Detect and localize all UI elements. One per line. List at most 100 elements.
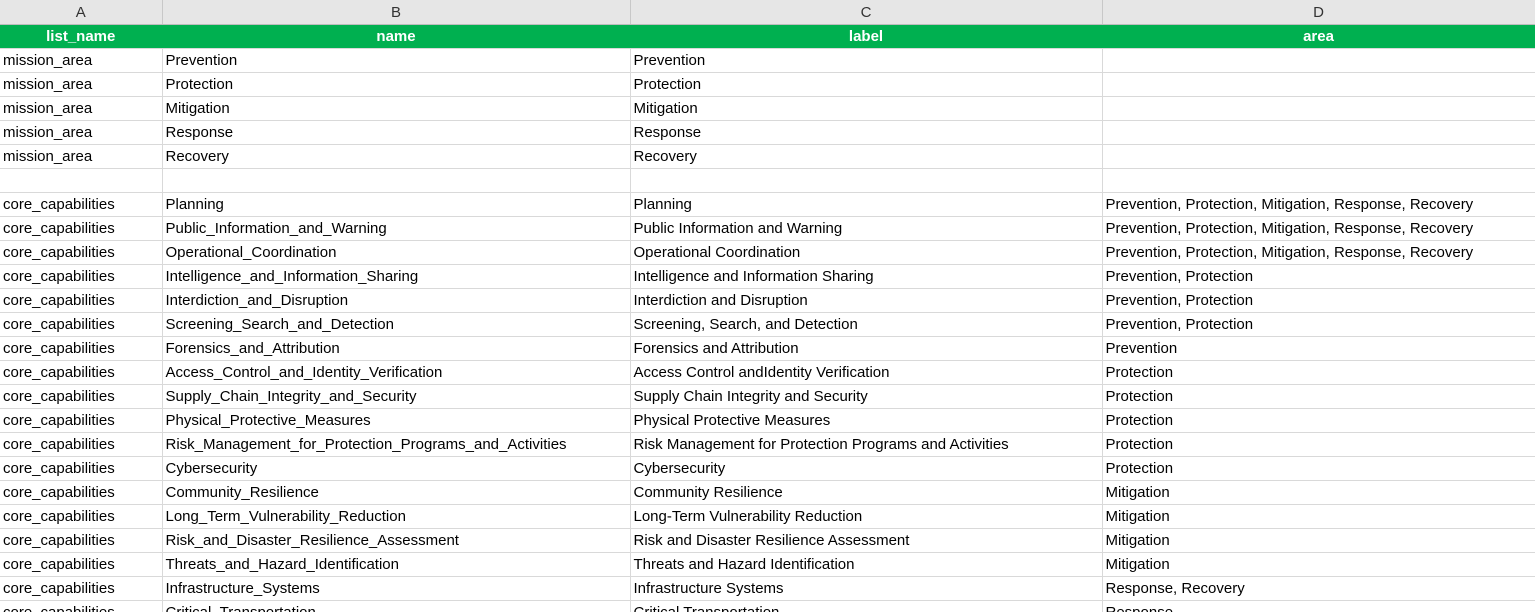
- cell: Interdiction and Disruption: [630, 288, 1103, 313]
- cell: Supply Chain Integrity and Security: [630, 384, 1103, 409]
- cell: core_capabilities: [0, 192, 163, 217]
- column-letter[interactable]: D: [1102, 0, 1535, 25]
- cell: Public_Information_and_Warning: [162, 216, 631, 241]
- cell: Risk and Disaster Resilience Assessment: [630, 528, 1103, 553]
- empty-cell: [1102, 72, 1535, 97]
- cell: mission_area: [0, 48, 163, 73]
- cell: Screening, Search, and Detection: [630, 312, 1103, 337]
- cell: Prevention, Protection: [1102, 312, 1535, 337]
- cell: Protection: [162, 72, 631, 97]
- cell: core_capabilities: [0, 456, 163, 481]
- blank-row: [0, 168, 1535, 193]
- cell: Operational Coordination: [630, 240, 1103, 265]
- cell: Long_Term_Vulnerability_Reduction: [162, 504, 631, 529]
- empty-cell: [1102, 96, 1535, 121]
- cell: Forensics_and_Attribution: [162, 336, 631, 361]
- cell: core_capabilities: [0, 552, 163, 577]
- data-row: core_capabilities Access_Control_and_Iden…: [0, 360, 1535, 385]
- data-row: core_capabilities Threats_and_Hazard_Iden…: [0, 552, 1535, 577]
- cell: Prevention, Protection: [1102, 288, 1535, 313]
- cell: core_capabilities: [0, 360, 163, 385]
- cell: Critical Transportation: [630, 600, 1103, 612]
- data-row: core_capabilities Supply_Chain_Integrity_…: [0, 384, 1535, 409]
- cell: Planning: [162, 192, 631, 217]
- cell: Protection: [1102, 432, 1535, 457]
- cell: Operational_Coordination: [162, 240, 631, 265]
- header-cell: name: [162, 24, 631, 49]
- empty-cell: [162, 168, 631, 193]
- data-row: core_capabilities Risk_Management_for_Pro…: [0, 432, 1535, 457]
- cell: core_capabilities: [0, 264, 163, 289]
- cell: core_capabilities: [0, 432, 163, 457]
- cell: Prevention, Protection: [1102, 264, 1535, 289]
- cell: Response: [630, 120, 1103, 145]
- data-row: mission_area Prevention Prevention: [0, 48, 1535, 73]
- data-row: mission_area Mitigation Mitigation: [0, 96, 1535, 121]
- cell: Mitigation: [162, 96, 631, 121]
- cell: Response: [1102, 600, 1535, 612]
- column-letter[interactable]: B: [162, 0, 631, 25]
- cell: core_capabilities: [0, 576, 163, 601]
- data-row: core_capabilities Intelligence_and_Inform…: [0, 264, 1535, 289]
- empty-cell: [0, 168, 163, 193]
- cell: core_capabilities: [0, 504, 163, 529]
- data-row: core_capabilities Risk_and_Disaster_Resil…: [0, 528, 1535, 553]
- cell: Protection: [1102, 360, 1535, 385]
- cell: Access_Control_and_Identity_Verification: [162, 360, 631, 385]
- cell: Community_Resilience: [162, 480, 631, 505]
- header-cell: label: [630, 24, 1103, 49]
- cell: Critical_Transportation: [162, 600, 631, 612]
- data-row: core_capabilities Cybersecurity Cybersecur…: [0, 456, 1535, 481]
- cell: Prevention: [162, 48, 631, 73]
- cell: Recovery: [630, 144, 1103, 169]
- data-row: core_capabilitiesCritical_Transportation…: [0, 600, 1535, 612]
- data-row: mission_area Protection Protection: [0, 72, 1535, 97]
- cell: mission_area: [0, 96, 163, 121]
- cell: Protection: [1102, 384, 1535, 409]
- data-row: core_capabilities Public_Information_and_…: [0, 216, 1535, 241]
- cell: Risk Management for Protection Programs …: [630, 432, 1103, 457]
- cell: Protection: [1102, 456, 1535, 481]
- cell: Community Resilience: [630, 480, 1103, 505]
- cell: Mitigation: [1102, 528, 1535, 553]
- cell: Risk_Management_for_Protection_Programs_…: [162, 432, 631, 457]
- data-row: core_capabilities Long_Term_Vulnerability…: [0, 504, 1535, 529]
- column-letter[interactable]: C: [630, 0, 1103, 25]
- cell: Response, Recovery: [1102, 576, 1535, 601]
- cell: Access Control andIdentity Verification: [630, 360, 1103, 385]
- data-row: core_capabilities Operational_Coordinatio…: [0, 240, 1535, 265]
- data-row: core_capabilities Interdiction_and_Disrup…: [0, 288, 1535, 313]
- header-cell: list_name: [0, 24, 163, 49]
- header-row: list_name name label area: [0, 24, 1535, 49]
- data-row: core_capabilities Infrastructure_Systems I…: [0, 576, 1535, 601]
- cell: core_capabilities: [0, 288, 163, 313]
- cell: Interdiction_and_Disruption: [162, 288, 631, 313]
- cell: Supply_Chain_Integrity_and_Security: [162, 384, 631, 409]
- cell: Cybersecurity: [162, 456, 631, 481]
- cell: core_capabilities: [0, 336, 163, 361]
- data-row: core_capabilities Screening_Search_and_De…: [0, 312, 1535, 337]
- header-cell: area: [1102, 24, 1535, 49]
- cell: Physical_Protective_Measures: [162, 408, 631, 433]
- cell: mission_area: [0, 120, 163, 145]
- cell: mission_area: [0, 72, 163, 97]
- data-row: mission_area Recovery Recovery: [0, 144, 1535, 169]
- cell: Screening_Search_and_Detection: [162, 312, 631, 337]
- cell: core_capabilities: [0, 240, 163, 265]
- cell: Prevention, Protection, Mitigation, Resp…: [1102, 216, 1535, 241]
- cell: Protection: [1102, 408, 1535, 433]
- empty-cell: [1102, 48, 1535, 73]
- cell: Mitigation: [1102, 504, 1535, 529]
- cell: Threats and Hazard Identification: [630, 552, 1103, 577]
- empty-cell: [630, 168, 1103, 193]
- data-row: core_capabilities Planning Planning Prevent…: [0, 192, 1535, 217]
- cell: Protection: [630, 72, 1103, 97]
- cell: core_capabilities: [0, 216, 163, 241]
- cell: Recovery: [162, 144, 631, 169]
- cell: Prevention, Protection, Mitigation, Resp…: [1102, 192, 1535, 217]
- column-letter[interactable]: A: [0, 0, 163, 25]
- cell: core_capabilities: [0, 528, 163, 553]
- cell: Mitigation: [1102, 552, 1535, 577]
